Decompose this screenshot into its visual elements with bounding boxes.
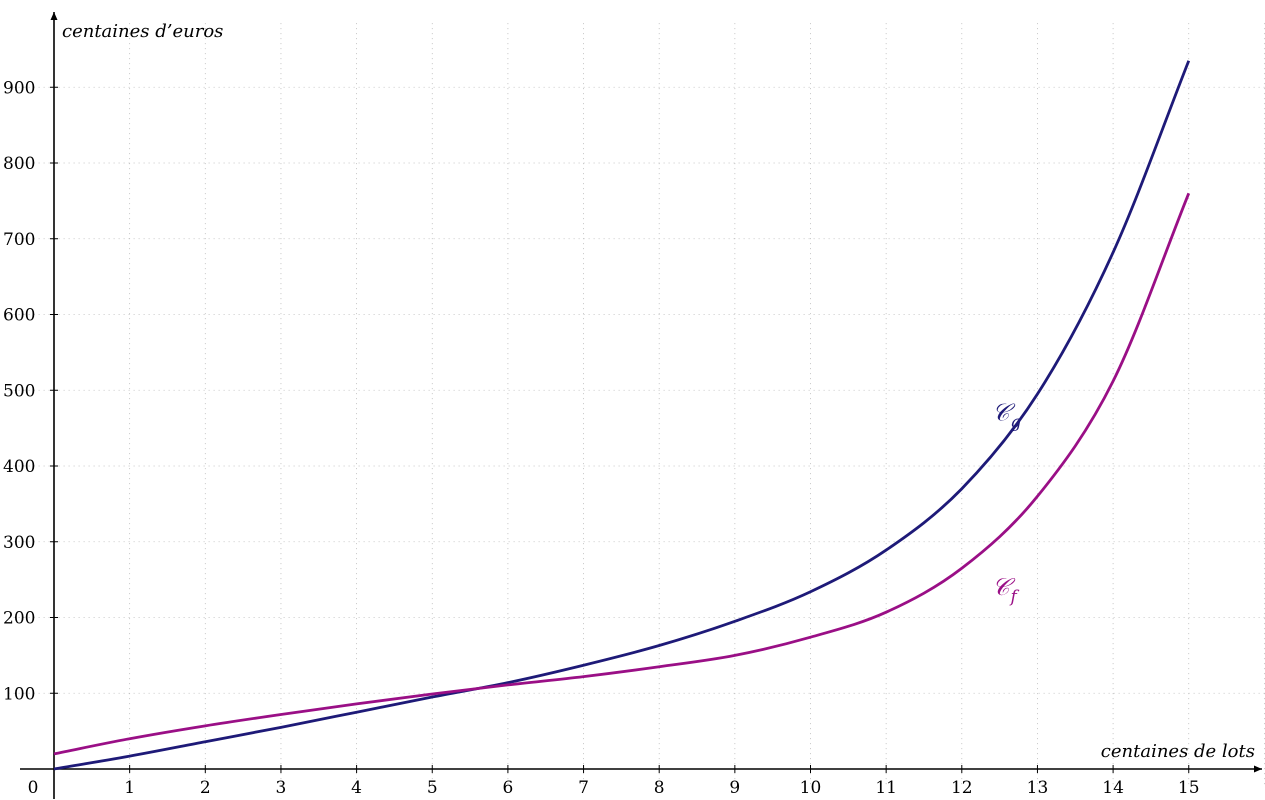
curve-label-f: 𝒞f <box>992 573 1020 607</box>
y-tick-label: 100 <box>3 684 35 704</box>
origin-label: 0 <box>28 778 39 798</box>
x-tick-label: 5 <box>427 778 438 798</box>
y-tick-label: 600 <box>3 306 35 326</box>
y-tick-label: 700 <box>3 230 35 250</box>
x-tick-label: 12 <box>951 778 973 798</box>
x-tick-label: 1 <box>124 778 135 798</box>
series-line-g <box>53 60 1191 771</box>
y-tick-label: 800 <box>3 154 35 174</box>
y-tick-label: 200 <box>3 609 35 629</box>
x-tick-label: 10 <box>800 778 822 798</box>
x-tick-label: 4 <box>351 778 362 798</box>
series <box>53 60 1191 771</box>
x-axis-label: centaines de lots <box>1101 741 1255 762</box>
curve-labels: 𝒞g 𝒞f <box>992 399 1022 607</box>
x-tick-label: 7 <box>578 778 589 798</box>
y-tick-label: 500 <box>3 381 35 401</box>
x-tick-label: 3 <box>276 778 287 798</box>
tick-labels: 1 2 3 4 5 6 7 8 9 10 11 12 13 14 151002003004005006007… <box>3 78 1200 798</box>
x-tick-label: 11 <box>875 778 897 798</box>
series-line-f <box>53 192 1191 756</box>
y-tick-label: 400 <box>3 457 35 477</box>
curve-label-subscript: f <box>1009 587 1020 607</box>
y-tick-label: 900 <box>3 78 35 98</box>
y-tick-label: 300 <box>3 533 35 553</box>
x-tick-label: 15 <box>1178 778 1200 798</box>
x-tick-label: 2 <box>200 778 211 798</box>
curve-label-subscript: g <box>1011 413 1022 433</box>
x-tick-label: 13 <box>1027 778 1049 798</box>
x-tick-label: 6 <box>502 778 513 798</box>
curve-label-g: 𝒞g <box>992 399 1022 433</box>
axes <box>20 12 1262 799</box>
x-tick-label: 9 <box>729 778 740 798</box>
x-tick-label: 8 <box>654 778 665 798</box>
y-axis-label: centaines d’euros <box>62 21 223 42</box>
x-tick-label: 14 <box>1102 778 1124 798</box>
